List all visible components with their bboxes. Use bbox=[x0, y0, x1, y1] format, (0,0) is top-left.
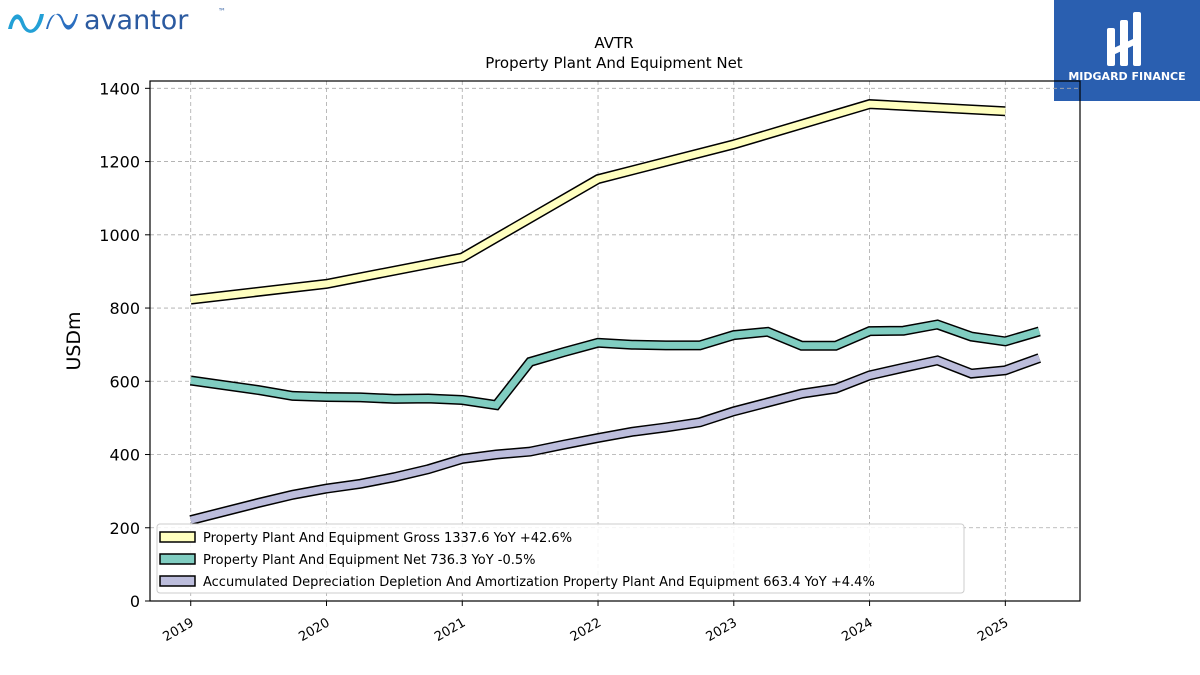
y-axis: 0 200 400 600 800 1000 1200 1400 bbox=[99, 79, 150, 611]
legend-swatch bbox=[159, 575, 196, 587]
x-tick-label: 2019 bbox=[161, 615, 197, 645]
x-tick-label: 2024 bbox=[839, 615, 875, 645]
x-axis: 2019 2020 2021 2022 2023 2024 2025 bbox=[161, 601, 1011, 645]
legend-entry-label: Property Plant And Equipment Net 736.3 Y… bbox=[203, 553, 536, 568]
legend-swatch bbox=[159, 531, 196, 543]
y-tick-label: 1000 bbox=[99, 226, 140, 245]
y-tick-label: 800 bbox=[109, 299, 140, 318]
legend: Property Plant And Equipment Gross 1337.… bbox=[156, 523, 965, 594]
company-logo-text: avantor bbox=[84, 5, 189, 36]
avantor-logo: avantor ™ bbox=[6, 2, 236, 38]
plot-frame bbox=[149, 80, 1081, 602]
series-line-0 bbox=[190, 100, 1006, 304]
series-outline-2 bbox=[189, 353, 1041, 525]
y-tick-label: 200 bbox=[109, 519, 140, 538]
y-tick-label: 1400 bbox=[99, 79, 140, 98]
y-tick-label: 1200 bbox=[99, 153, 140, 172]
chart-title: AVTR bbox=[594, 34, 633, 52]
series-line-1 bbox=[190, 320, 1041, 409]
publisher-logo-text: MIDGARD FINANCE bbox=[1068, 70, 1185, 83]
legend-swatch bbox=[159, 553, 196, 565]
legend-entry-label: Property Plant And Equipment Gross 1337.… bbox=[203, 531, 572, 546]
chart-subtitle: Property Plant And Equipment Net bbox=[485, 54, 742, 72]
series-line-2 bbox=[189, 354, 1041, 524]
x-tick-label: 2025 bbox=[975, 615, 1011, 645]
y-tick-label: 400 bbox=[109, 446, 140, 465]
x-tick-label: 2020 bbox=[296, 615, 332, 645]
y-tick-label: 600 bbox=[109, 372, 140, 391]
legend-entry-label: Accumulated Depreciation Depletion And A… bbox=[203, 575, 875, 590]
midgard-mark-icon bbox=[1107, 12, 1141, 66]
avantor-mark-icon bbox=[8, 14, 44, 33]
trademark-symbol: ™ bbox=[218, 7, 226, 16]
series-layer bbox=[189, 99, 1041, 525]
x-tick-label: 2023 bbox=[704, 615, 740, 645]
x-tick-label: 2021 bbox=[432, 615, 468, 645]
y-tick-label: 0 bbox=[130, 592, 140, 611]
legend-box bbox=[156, 523, 965, 594]
midgard-finance-logo: MIDGARD FINANCE bbox=[1054, 0, 1200, 101]
x-tick-label: 2022 bbox=[568, 615, 604, 645]
y-axis-label: USDm bbox=[63, 311, 85, 370]
